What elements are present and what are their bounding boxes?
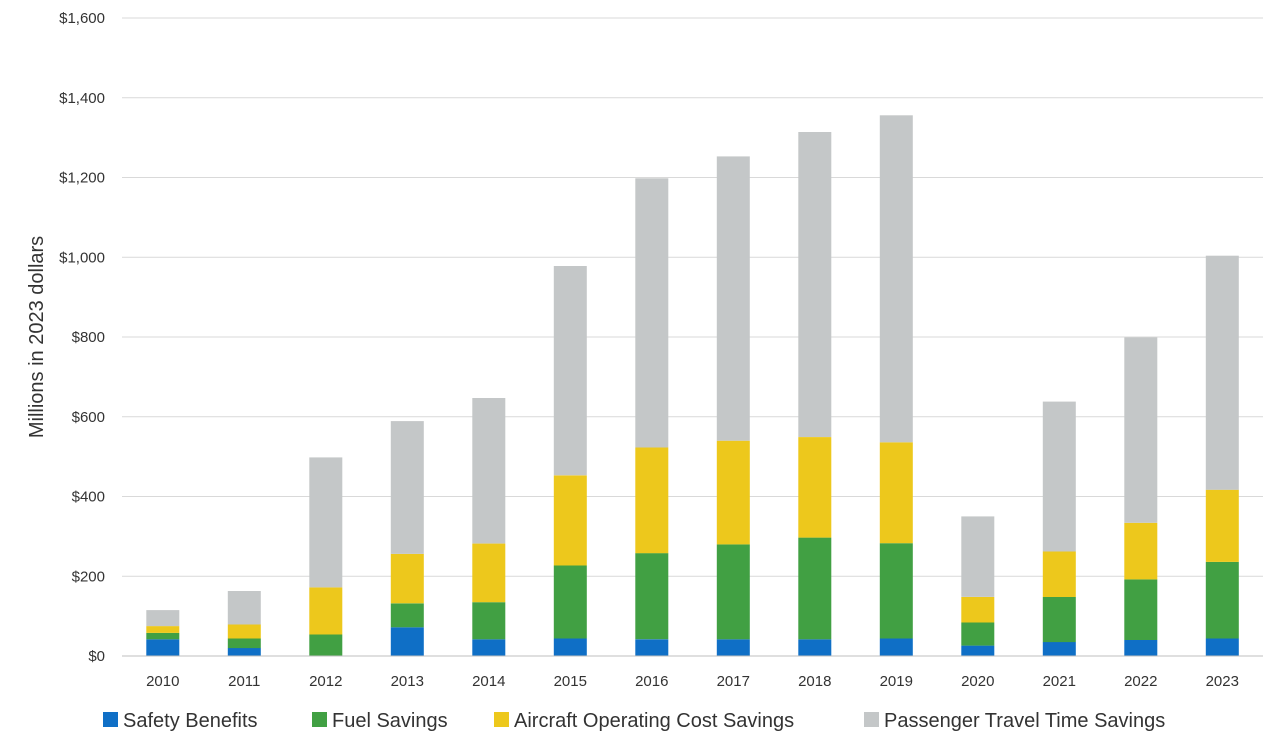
bar-fuel-savings-2011 xyxy=(227,638,261,649)
bar-passenger-travel-time-savings-2011 xyxy=(227,591,261,625)
y-tick-label: $800 xyxy=(72,329,105,346)
bar-aircraft-operating-cost-savings-2020 xyxy=(961,597,995,623)
bar-fuel-savings-2010 xyxy=(146,632,180,640)
bar-fuel-savings-2015 xyxy=(553,565,587,639)
bar-aircraft-operating-cost-savings-2015 xyxy=(553,475,587,566)
x-axis-ticks: 2010 2011 2012 2013 2014 2015 2016 2017 2018 2019… xyxy=(146,673,1239,690)
bar-safety-benefits-2022 xyxy=(1124,640,1158,656)
x-tick-label: 2017 xyxy=(717,673,750,690)
bar-fuel-savings-2022 xyxy=(1124,579,1158,640)
x-tick-label: 2020 xyxy=(961,673,994,690)
bar-passenger-travel-time-savings-2016 xyxy=(635,178,669,448)
x-tick-label: 2012 xyxy=(309,673,342,690)
bar-safety-benefits-2015 xyxy=(553,638,587,656)
y-tick-label: $400 xyxy=(72,489,105,506)
bar-safety-benefits-2010 xyxy=(146,639,180,656)
x-tick-label: 2016 xyxy=(635,673,668,690)
legend-label: Safety Benefits xyxy=(123,710,258,732)
bar-aircraft-operating-cost-savings-2023 xyxy=(1205,489,1239,562)
x-tick-label: 2013 xyxy=(391,673,424,690)
legend-label: Fuel Savings xyxy=(332,710,448,732)
x-tick-label: 2021 xyxy=(1043,673,1076,690)
bar-passenger-travel-time-savings-2022 xyxy=(1124,337,1158,523)
bar-aircraft-operating-cost-savings-2010 xyxy=(146,626,180,633)
bar-fuel-savings-2021 xyxy=(1042,597,1076,643)
bar-aircraft-operating-cost-savings-2018 xyxy=(798,437,832,538)
legend-swatch-safety-benefits xyxy=(103,712,118,727)
y-tick-label: $1,000 xyxy=(59,249,105,266)
bar-passenger-travel-time-savings-2023 xyxy=(1205,255,1239,490)
bar-passenger-travel-time-savings-2010 xyxy=(146,610,180,627)
bar-aircraft-operating-cost-savings-2011 xyxy=(227,624,261,639)
bar-aircraft-operating-cost-savings-2019 xyxy=(879,442,913,544)
x-tick-label: 2023 xyxy=(1206,673,1239,690)
y-tick-label: $1,600 xyxy=(59,10,105,27)
x-tick-label: 2015 xyxy=(554,673,587,690)
x-tick-label: 2014 xyxy=(472,673,505,690)
bar-safety-benefits-2013 xyxy=(390,627,424,656)
bar-fuel-savings-2016 xyxy=(635,553,669,640)
bar-safety-benefits-2019 xyxy=(879,638,913,656)
bar-aircraft-operating-cost-savings-2013 xyxy=(390,553,424,604)
bar-passenger-travel-time-savings-2017 xyxy=(716,156,750,441)
bar-aircraft-operating-cost-savings-2017 xyxy=(716,440,750,545)
bar-fuel-savings-2013 xyxy=(390,603,424,628)
bar-aircraft-operating-cost-savings-2021 xyxy=(1042,551,1076,597)
bar-safety-benefits-2014 xyxy=(472,639,506,656)
y-tick-label: $600 xyxy=(72,409,105,426)
bar-aircraft-operating-cost-savings-2014 xyxy=(472,543,506,603)
y-tick-label: $200 xyxy=(72,568,105,585)
bar-fuel-savings-2020 xyxy=(961,622,995,646)
bar-passenger-travel-time-savings-2014 xyxy=(472,398,506,544)
bar-fuel-savings-2018 xyxy=(798,537,832,640)
bar-safety-benefits-2021 xyxy=(1042,642,1076,656)
legend-label: Aircraft Operating Cost Savings xyxy=(514,710,794,732)
legend-swatch-passenger-travel-time-savings xyxy=(864,712,879,727)
bar-fuel-savings-2017 xyxy=(716,544,750,640)
y-axis-ticks: $0 $200 $400 $600 $800 $1,000 $1,200 $1,400 $1,6… xyxy=(59,10,105,665)
bar-passenger-travel-time-savings-2015 xyxy=(553,266,587,476)
legend-swatch-aircraft-operating-cost-savings xyxy=(494,712,509,727)
y-tick-label: $0 xyxy=(88,648,105,665)
y-axis-label: Millions in 2023 dollars xyxy=(26,236,48,438)
bar-passenger-travel-time-savings-2013 xyxy=(390,421,424,554)
y-tick-label: $1,400 xyxy=(59,90,105,107)
bar-aircraft-operating-cost-savings-2022 xyxy=(1124,522,1158,580)
bar-aircraft-operating-cost-savings-2016 xyxy=(635,447,669,554)
legend: Safety Benefits Fuel Savings Aircraft Oper… xyxy=(103,710,1165,732)
bar-safety-benefits-2011 xyxy=(227,648,261,656)
bar-safety-benefits-2017 xyxy=(716,639,750,656)
x-tick-label: 2019 xyxy=(880,673,913,690)
x-tick-label: 2010 xyxy=(146,673,179,690)
x-tick-label: 2018 xyxy=(798,673,831,690)
legend-label: Passenger Travel Time Savings xyxy=(884,710,1165,732)
gridlines xyxy=(122,17,1263,577)
bar-fuel-savings-2014 xyxy=(472,602,506,640)
bar-fuel-savings-2012 xyxy=(309,634,343,656)
bar-passenger-travel-time-savings-2012 xyxy=(309,457,343,588)
bar-safety-benefits-2018 xyxy=(798,639,832,656)
bar-safety-benefits-2020 xyxy=(961,645,995,656)
bar-aircraft-operating-cost-savings-2012 xyxy=(309,587,343,635)
x-tick-label: 2011 xyxy=(228,673,260,690)
bar-passenger-travel-time-savings-2021 xyxy=(1042,401,1076,552)
y-tick-label: $1,200 xyxy=(59,170,105,187)
bar-passenger-travel-time-savings-2019 xyxy=(879,115,913,443)
bar-safety-benefits-2023 xyxy=(1205,638,1239,656)
legend-swatch-fuel-savings xyxy=(312,712,327,727)
bar-safety-benefits-2016 xyxy=(635,639,669,656)
bar-fuel-savings-2023 xyxy=(1205,561,1239,639)
bars xyxy=(146,115,1239,656)
bar-fuel-savings-2019 xyxy=(879,543,913,639)
bar-passenger-travel-time-savings-2020 xyxy=(961,516,995,597)
bar-passenger-travel-time-savings-2018 xyxy=(798,132,832,437)
x-tick-label: 2022 xyxy=(1124,673,1157,690)
